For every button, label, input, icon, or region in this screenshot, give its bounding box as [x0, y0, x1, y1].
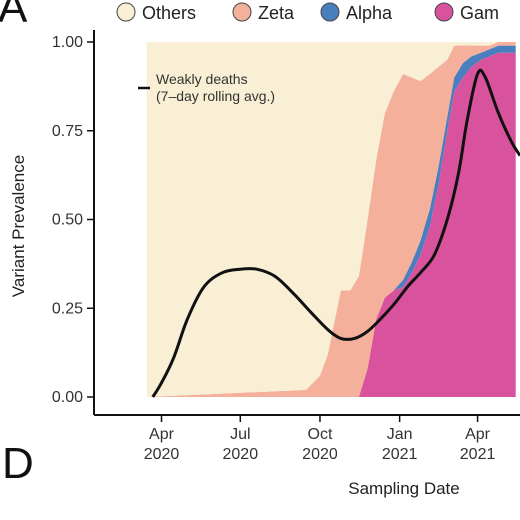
y-axis-title: Variant Prevalence — [9, 155, 28, 297]
y-tick-label: 0.75 — [52, 123, 83, 140]
area-gam — [146, 52, 516, 397]
x-tick-label-year: 2020 — [144, 446, 180, 463]
x-tick-label-month: Apr — [465, 426, 491, 443]
legend-label-alpha: Alpha — [346, 3, 393, 23]
legend-label-zeta: Zeta — [258, 3, 295, 23]
x-tick-label-month: Apr — [149, 426, 175, 443]
y-ticks: 0.00 0.25 0.50 0.75 1.00 — [52, 34, 94, 406]
legend-swatch-alpha — [320, 2, 340, 22]
x-tick-label-year: 2021 — [460, 446, 496, 463]
x-ticks: Apr 2020 Jul 2020 Oct 2020 Jan 2021 Apr 2021 — [144, 415, 496, 463]
deaths-legend-note: (7–day rolling avg.) — [156, 88, 275, 104]
y-tick-label: 0.25 — [52, 300, 83, 317]
x-tick-label-month: Jan — [387, 426, 413, 443]
legend: Others Zeta Alpha Gam — [116, 2, 499, 23]
deaths-line-group — [151, 68, 520, 398]
legend-swatch-gam — [434, 2, 454, 22]
area-others — [146, 42, 516, 397]
x-axis-title: Sampling Date — [348, 479, 460, 498]
legend-swatch-zeta — [232, 2, 252, 22]
panel-letter-a: A — [0, 0, 28, 32]
legend-label-others: Others — [142, 3, 196, 23]
y-tick-label: 0.50 — [52, 212, 83, 229]
x-tick-label-month: Oct — [308, 426, 333, 443]
x-tick-label-year: 2021 — [382, 446, 418, 463]
y-tick-label: 1.00 — [52, 34, 83, 51]
plot-area — [146, 42, 520, 398]
stacked-areas — [146, 42, 516, 397]
area-zeta — [146, 42, 516, 397]
deaths-line — [151, 68, 520, 398]
x-tick-label-month: Jul — [230, 426, 250, 443]
deaths-legend-label: Weakly deaths — [156, 71, 248, 87]
axes: 0.00 0.25 0.50 0.75 1.00 Apr 2020 Jul 2020 Oct 20… — [52, 30, 520, 463]
deaths-annotation: Weakly deaths (7–day rolling avg.) — [138, 71, 275, 104]
y-tick-label: 0.00 — [52, 389, 83, 406]
panel-letter-d: D — [2, 439, 34, 488]
legend-swatch-others — [116, 2, 136, 22]
x-tick-label-year: 2020 — [223, 446, 259, 463]
legend-label-gam: Gam — [460, 3, 499, 23]
x-tick-label-year: 2020 — [302, 446, 338, 463]
